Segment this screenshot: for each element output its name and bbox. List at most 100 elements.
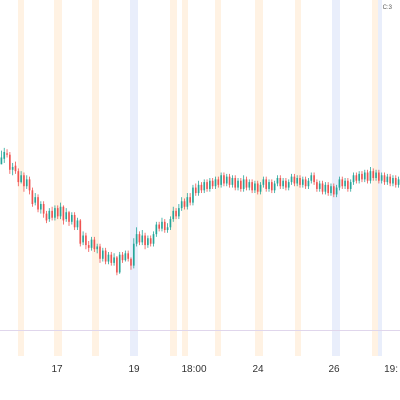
candle-body-down bbox=[372, 171, 375, 178]
candle-body-down bbox=[217, 179, 220, 185]
candle bbox=[34, 193, 37, 206]
candle bbox=[116, 256, 118, 276]
candle bbox=[223, 172, 225, 187]
candle bbox=[394, 175, 397, 188]
candle bbox=[206, 179, 208, 192]
candle bbox=[149, 235, 152, 247]
candle bbox=[237, 178, 239, 191]
candle-body-down bbox=[223, 175, 225, 184]
candle-body-up bbox=[186, 197, 189, 207]
candle-body-down bbox=[158, 224, 160, 229]
candle bbox=[304, 176, 307, 189]
candle-body-down bbox=[316, 182, 318, 189]
candle-body-up bbox=[59, 206, 62, 217]
candle-body-down bbox=[149, 238, 152, 244]
candle bbox=[285, 178, 287, 191]
candle-body-up bbox=[225, 176, 228, 184]
candle-body-down bbox=[251, 182, 253, 191]
candle bbox=[290, 173, 293, 185]
candle-body-up bbox=[141, 235, 144, 243]
candle-body-down bbox=[85, 235, 87, 246]
candle-body-down bbox=[270, 182, 273, 191]
candle bbox=[313, 172, 315, 185]
time-axis[interactable]: 17 19 18:00 24 26 19: bbox=[51, 364, 398, 375]
candle bbox=[341, 176, 344, 189]
candle-body-down bbox=[87, 245, 90, 248]
candle bbox=[68, 210, 70, 226]
candle-body-down bbox=[327, 184, 330, 194]
candle-body-down bbox=[234, 178, 237, 188]
candle-body-up bbox=[282, 180, 284, 187]
session-band-blue bbox=[332, 0, 340, 356]
candle bbox=[251, 179, 253, 194]
candle-body-down bbox=[285, 180, 287, 188]
candle-body-up bbox=[242, 179, 245, 189]
candle bbox=[366, 169, 369, 184]
candle bbox=[11, 162, 14, 176]
candle-body-up bbox=[20, 175, 22, 183]
candle-body-down bbox=[130, 258, 132, 266]
candle-body-up bbox=[259, 184, 262, 192]
candle bbox=[279, 175, 282, 189]
candle-body-up bbox=[172, 210, 175, 220]
candle bbox=[316, 179, 318, 192]
candle-body-up bbox=[287, 182, 290, 188]
candle bbox=[48, 208, 51, 222]
candle-body-up bbox=[335, 187, 338, 195]
candle-body-up bbox=[124, 253, 127, 261]
candle-body-up bbox=[344, 180, 346, 187]
candle-body-down bbox=[347, 180, 349, 189]
candle-body-up bbox=[65, 212, 68, 220]
candle-body-up bbox=[338, 179, 341, 188]
candle bbox=[378, 169, 380, 184]
candle-body-down bbox=[366, 172, 369, 181]
candle-body-down bbox=[228, 176, 231, 185]
candle bbox=[310, 172, 313, 184]
candle-body-up bbox=[155, 224, 158, 235]
candle bbox=[56, 205, 59, 220]
candle bbox=[186, 193, 189, 210]
candle bbox=[59, 202, 62, 220]
candle-body-up bbox=[135, 234, 138, 244]
candle-body-down bbox=[175, 210, 177, 217]
candle-body-down bbox=[73, 214, 76, 228]
candle-body-down bbox=[104, 250, 107, 262]
candle-body-up bbox=[3, 151, 6, 159]
candle-body-up bbox=[214, 179, 217, 187]
candle bbox=[141, 230, 144, 246]
candle-body-up bbox=[132, 243, 135, 266]
candle-body-up bbox=[161, 221, 163, 229]
candle-body-down bbox=[378, 172, 380, 181]
candle bbox=[220, 172, 222, 188]
candle bbox=[217, 176, 220, 188]
candle bbox=[175, 208, 177, 220]
candle-body-down bbox=[51, 210, 53, 218]
candle bbox=[369, 167, 372, 184]
candle-body-down bbox=[211, 180, 214, 187]
candle-body-down bbox=[194, 187, 197, 194]
candle bbox=[254, 180, 256, 194]
candle bbox=[6, 149, 8, 158]
candle bbox=[358, 171, 360, 184]
candle-body-up bbox=[70, 214, 73, 222]
candle-body-up bbox=[96, 246, 99, 250]
candle bbox=[82, 231, 84, 246]
candle bbox=[104, 247, 107, 265]
candle bbox=[324, 182, 327, 195]
candle bbox=[17, 168, 20, 187]
candle-body-down bbox=[183, 201, 186, 207]
candle bbox=[231, 175, 234, 188]
candle-body-down bbox=[138, 234, 141, 243]
candle-body-down bbox=[110, 254, 113, 263]
candle bbox=[85, 232, 87, 250]
candle bbox=[96, 243, 99, 254]
candle bbox=[327, 182, 330, 196]
candle-body-down bbox=[341, 179, 344, 187]
candle-body-down bbox=[116, 257, 118, 273]
candle bbox=[70, 212, 73, 225]
candle-body-down bbox=[56, 208, 59, 217]
candle-body-up bbox=[380, 175, 383, 181]
session-band-orange bbox=[54, 0, 62, 356]
candle-body-up bbox=[324, 184, 327, 192]
